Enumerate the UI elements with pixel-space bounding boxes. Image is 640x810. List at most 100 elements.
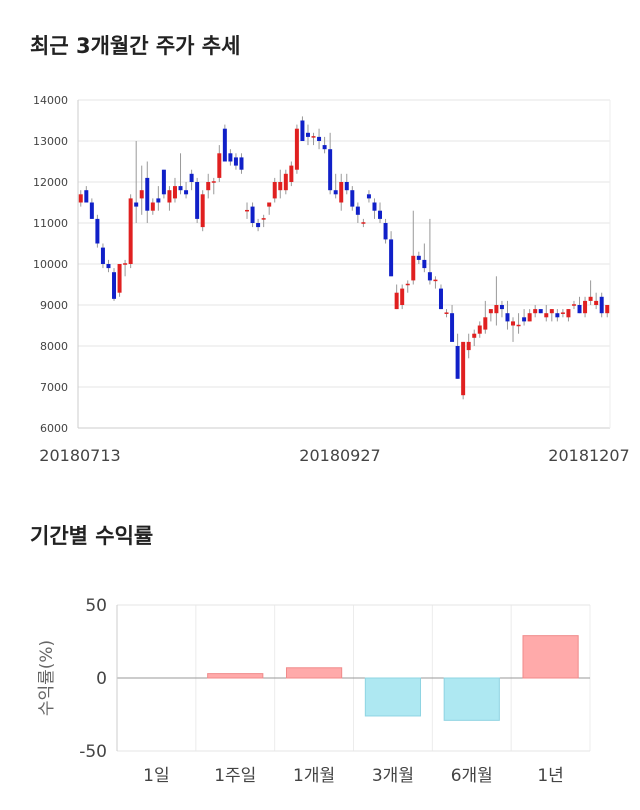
y-axis-label: 수익률(%) <box>37 640 57 716</box>
candle-body <box>333 190 338 195</box>
candle-body <box>89 202 94 219</box>
y-tick-label: 13000 <box>33 135 68 148</box>
candle-body <box>145 177 150 211</box>
candle-body <box>161 169 166 195</box>
candle-body <box>206 182 211 191</box>
candle-body <box>571 304 576 306</box>
candle-body <box>555 313 560 318</box>
candle-body <box>372 202 377 211</box>
candle-body <box>549 309 554 314</box>
candle-body <box>245 209 250 212</box>
x-tick-label: 6개월 <box>451 766 493 786</box>
return-bar <box>207 673 264 679</box>
return-bar <box>522 635 579 679</box>
y-tick-label: 11000 <box>33 217 68 230</box>
candle-body <box>494 305 499 314</box>
candle-body <box>84 190 89 203</box>
candle-body <box>123 263 128 265</box>
candle-body <box>544 313 549 318</box>
candle-body <box>156 198 161 203</box>
candle-body <box>139 190 144 199</box>
candle-body <box>222 128 227 162</box>
candle-body <box>178 186 183 191</box>
candle-body <box>605 305 610 314</box>
candle-body <box>378 210 383 219</box>
candle-body <box>272 182 277 199</box>
candle-body <box>150 202 155 211</box>
candle-body <box>300 120 305 141</box>
candle-body <box>311 136 316 138</box>
section-title-period-returns: 기간별 수익률 <box>30 524 154 548</box>
x-tick-label: 1년 <box>537 766 563 786</box>
candle-body <box>389 239 394 277</box>
candle-body <box>189 173 194 182</box>
y-tick-label: -50 <box>79 742 107 762</box>
candle-body <box>184 190 189 195</box>
y-tick-label: 12000 <box>33 176 68 189</box>
candle-body <box>283 173 288 191</box>
candle-body <box>167 190 172 203</box>
candle-body <box>577 305 582 314</box>
candle-body <box>350 190 355 207</box>
candle-body <box>366 194 371 199</box>
candle-body <box>444 312 449 314</box>
candle-body <box>267 202 272 207</box>
candle-body <box>527 313 532 322</box>
x-tick-label: 3개월 <box>372 766 414 786</box>
candle-body <box>305 132 310 137</box>
candle-body <box>361 222 366 224</box>
candle-body <box>228 153 233 162</box>
candle-body <box>405 283 410 286</box>
y-tick-label: 8000 <box>40 340 68 353</box>
candle-body <box>195 182 200 219</box>
candle-body <box>328 149 333 191</box>
y-tick-label: 50 <box>85 596 107 616</box>
return-bar <box>443 677 500 721</box>
candle-body <box>588 296 593 301</box>
candle-body <box>505 313 510 322</box>
y-tick-label: 0 <box>96 669 107 689</box>
x-tick-label: 20180927 <box>299 446 380 465</box>
candle-body <box>594 300 599 305</box>
candle-body <box>483 317 488 330</box>
candle-body <box>106 264 111 269</box>
price-candlestick-chart: 14000 13000 12000 11000 10000 9000 8000 7000 600… <box>33 94 630 465</box>
y-tick-label: 7000 <box>40 381 68 394</box>
candle-body <box>344 182 349 191</box>
candle-body <box>294 128 299 170</box>
candle-body <box>278 182 283 191</box>
candle-body <box>261 218 266 220</box>
candle-body <box>522 317 527 322</box>
candle-body <box>433 279 438 282</box>
candle-body <box>538 309 543 314</box>
x-tick-label: 20180713 <box>39 446 120 465</box>
candle-body <box>566 309 571 318</box>
candle-body <box>233 157 238 166</box>
candle-body <box>383 223 388 240</box>
x-tick-label: 20181207 <box>548 446 629 465</box>
candle-body <box>200 194 205 228</box>
candle-body <box>339 182 344 203</box>
y-tick-label: 10000 <box>33 258 68 271</box>
candle-body <box>499 305 504 310</box>
candle-body <box>289 165 294 182</box>
candle-body <box>411 255 416 281</box>
y-tick-label: 9000 <box>40 299 68 312</box>
y-tick-label: 6000 <box>40 422 68 435</box>
candle-body <box>100 247 105 264</box>
candle-body <box>583 300 588 314</box>
candle-body <box>455 346 460 379</box>
candle-body <box>488 309 493 314</box>
candle-body <box>466 341 471 351</box>
candle-body <box>172 186 177 199</box>
candle-body <box>217 153 222 178</box>
section-title-price-trend: 최근 3개월간 주가 추세 <box>30 34 241 58</box>
x-tick-label: 1개월 <box>293 766 335 786</box>
candle-body <box>134 202 139 207</box>
x-tick-label: 1일 <box>143 766 169 786</box>
candle-body <box>533 309 538 314</box>
candle-body <box>472 333 477 338</box>
candle-body <box>239 157 244 170</box>
candle-body <box>250 206 255 223</box>
